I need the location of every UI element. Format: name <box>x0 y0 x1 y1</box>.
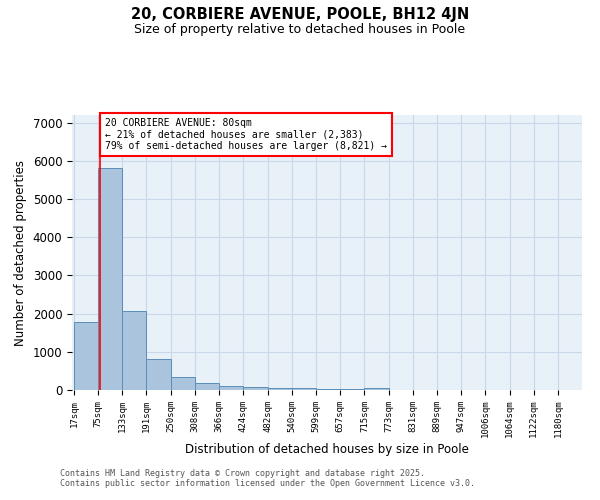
Bar <box>146 358 171 390</box>
X-axis label: Distribution of detached houses by size in Poole: Distribution of detached houses by size … <box>185 443 469 456</box>
Bar <box>219 386 244 390</box>
Bar <box>98 168 122 390</box>
Bar <box>292 388 316 390</box>
Bar <box>364 388 389 390</box>
Bar <box>268 388 292 390</box>
Bar <box>171 378 195 390</box>
Bar <box>340 389 364 390</box>
Y-axis label: Number of detached properties: Number of detached properties <box>14 160 27 346</box>
Text: 20, CORBIERE AVENUE, POOLE, BH12 4JN: 20, CORBIERE AVENUE, POOLE, BH12 4JN <box>131 8 469 22</box>
Text: Contains HM Land Registry data © Crown copyright and database right 2025.: Contains HM Land Registry data © Crown c… <box>60 468 425 477</box>
Text: 20 CORBIERE AVENUE: 80sqm
← 21% of detached houses are smaller (2,383)
79% of se: 20 CORBIERE AVENUE: 80sqm ← 21% of detac… <box>105 118 387 151</box>
Bar <box>195 383 219 390</box>
Text: Contains public sector information licensed under the Open Government Licence v3: Contains public sector information licen… <box>60 478 475 488</box>
Bar <box>244 387 268 390</box>
Bar <box>316 389 340 390</box>
Bar <box>122 310 146 390</box>
Bar <box>74 322 98 390</box>
Text: Size of property relative to detached houses in Poole: Size of property relative to detached ho… <box>134 22 466 36</box>
